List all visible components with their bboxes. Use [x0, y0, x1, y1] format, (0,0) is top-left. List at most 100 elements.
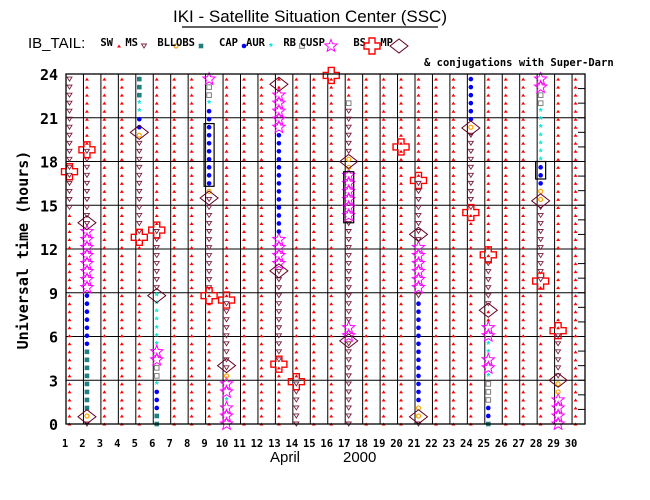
marker-sw [556, 101, 561, 105]
marker-sw [224, 117, 229, 121]
marker-sw [294, 302, 299, 306]
marker-sw [259, 189, 264, 193]
marker-sw [521, 398, 526, 402]
marker-sw [416, 157, 421, 161]
marker-sw [556, 173, 561, 177]
marker-bl [345, 365, 353, 371]
marker-sw [486, 109, 491, 113]
marker-sw [329, 238, 334, 242]
marker-sw [399, 270, 404, 274]
marker-sw [119, 117, 124, 121]
marker-sw [294, 254, 299, 258]
marker-sw [172, 173, 177, 177]
marker-sw [137, 414, 142, 418]
marker-mp [217, 291, 236, 309]
marker-sw [556, 238, 561, 242]
marker-sw [329, 262, 334, 266]
marker-sw [381, 230, 386, 233]
marker-sw [468, 230, 473, 233]
marker-sw [294, 342, 299, 346]
marker-sw [381, 262, 386, 266]
marker-sw [503, 117, 508, 121]
day-column-22 [433, 77, 438, 426]
marker-bl [205, 269, 213, 275]
marker-bl [66, 180, 73, 187]
marker-sw [259, 390, 264, 394]
marker-sw [538, 358, 543, 362]
marker-sw [451, 109, 456, 113]
marker-sw [242, 302, 246, 306]
marker-bs [550, 416, 566, 431]
marker-sw [381, 117, 386, 121]
marker-cap [84, 389, 90, 395]
marker-sw [224, 141, 229, 145]
marker-sw [329, 221, 334, 225]
marker-bl [467, 188, 475, 195]
marker-sw [556, 93, 561, 97]
marker-sw [486, 149, 491, 153]
marker-sw [521, 173, 526, 177]
marker-sw [451, 101, 456, 105]
marker-sw [172, 141, 177, 145]
marker-sw [329, 342, 334, 346]
marker-sw [242, 173, 246, 177]
marker-sw [154, 181, 159, 185]
marker-sw [276, 390, 281, 394]
marker-sw [416, 173, 421, 177]
marker-rb: * [539, 107, 543, 118]
marker-sw [259, 181, 264, 185]
marker-sw [119, 398, 124, 402]
conjugation-marker [216, 358, 237, 374]
marker-sw [102, 141, 107, 145]
marker-sw [573, 382, 578, 386]
marker-sw [329, 85, 334, 89]
marker-sw [207, 294, 212, 298]
marker-sw [311, 238, 316, 242]
marker-sw [224, 109, 229, 113]
marker-sw [294, 197, 299, 201]
marker-aur [416, 333, 421, 339]
marker-sw [189, 326, 194, 330]
marker-sw [189, 406, 194, 410]
marker-sw [242, 262, 246, 266]
marker-bl [345, 285, 353, 291]
marker-bs [219, 384, 235, 399]
marker-sw [259, 406, 264, 410]
marker-sw [573, 302, 578, 306]
marker-sw [102, 133, 107, 137]
marker-cap [84, 365, 90, 371]
marker-bs [79, 279, 95, 295]
marker-sw [538, 342, 543, 346]
marker-sw [172, 149, 177, 153]
marker-bl [83, 196, 91, 203]
marker-bl [66, 84, 73, 90]
conjugation-marker [408, 409, 429, 425]
marker-bs [341, 167, 357, 182]
marker-sw [294, 117, 299, 121]
marker-sw [451, 173, 456, 177]
marker-sw [119, 221, 124, 225]
marker-bl [223, 333, 230, 339]
marker-bl [66, 164, 73, 171]
marker-bl [153, 245, 161, 251]
marker-sw [433, 205, 438, 209]
marker-sw [399, 173, 404, 177]
marker-bs [149, 351, 165, 367]
marker-sw [468, 286, 473, 290]
marker-sw [259, 358, 264, 362]
marker-sw [294, 286, 299, 290]
marker-sw [207, 326, 212, 330]
marker-sw [468, 358, 473, 362]
marker-aur [84, 333, 90, 339]
marker-sw [172, 326, 177, 330]
marker-sw [259, 165, 264, 169]
marker-bl [415, 237, 422, 243]
marker-sw [189, 318, 194, 322]
marker-sw [503, 398, 508, 402]
marker-bl [467, 180, 475, 187]
marker-sw [573, 310, 578, 314]
marker-lobs [223, 373, 230, 379]
marker-bl [345, 261, 353, 267]
marker-bl [223, 349, 230, 355]
marker-sw [381, 149, 386, 153]
